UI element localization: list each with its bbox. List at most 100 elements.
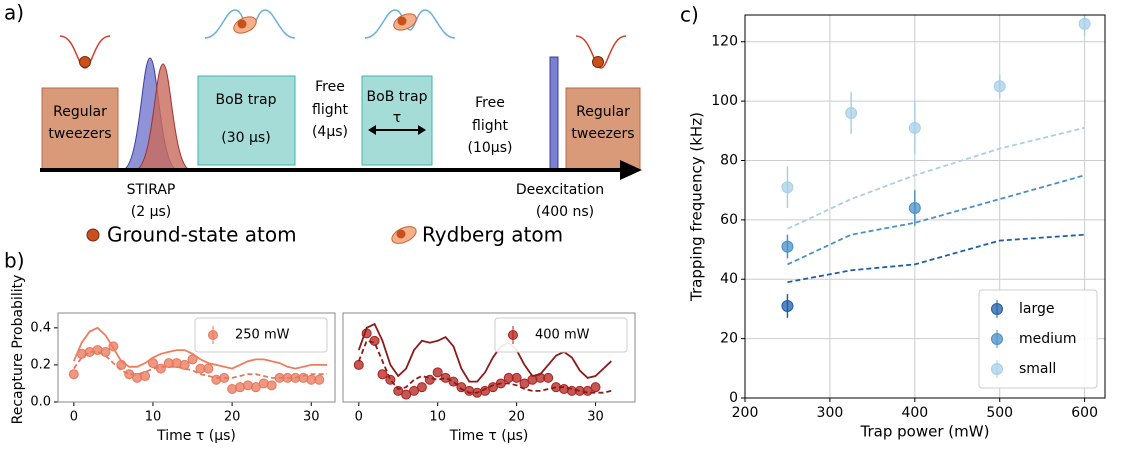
stage-text: (30 μs) (221, 130, 270, 146)
legend-label: 400 mW (535, 328, 590, 343)
bob-icon (364, 9, 456, 39)
point (155, 363, 166, 374)
stage-text: tweezers (48, 126, 111, 142)
frame (57, 312, 336, 403)
point (266, 380, 277, 391)
point (908, 121, 921, 134)
legend-label: medium (1019, 331, 1077, 347)
point (440, 372, 451, 383)
point (908, 201, 921, 214)
y-tick-label: 20 (720, 331, 738, 347)
pulse-text: STIRAP (127, 182, 176, 198)
point (416, 382, 427, 393)
y-tick-label: 40 (720, 271, 738, 287)
stage-text: Regular (53, 104, 107, 120)
stage-text: flight (312, 102, 348, 118)
frame (342, 312, 636, 403)
atom-icon (86, 228, 100, 242)
point (401, 389, 412, 400)
point (993, 80, 1006, 93)
x-axis-label: Time τ (μs) (156, 428, 236, 444)
point (511, 372, 522, 383)
y-tick-label: 120 (711, 34, 738, 50)
stage-text: Free (475, 95, 505, 111)
legend-box (978, 289, 1098, 389)
x-tick-label: 300 (817, 405, 844, 421)
stage-box (565, 87, 641, 171)
point (179, 359, 190, 370)
stage-text: τ (393, 110, 401, 126)
point (203, 363, 214, 374)
chart: 0 10 20 30 0.0 0.2 0.4 250 mW Time τ (μs) Recaptu… (10, 275, 336, 444)
point (377, 369, 388, 380)
line (73, 351, 328, 379)
line (357, 339, 612, 394)
point (781, 240, 794, 253)
legend-label: large (1019, 301, 1054, 317)
point (1078, 17, 1091, 30)
legend-marker (508, 330, 518, 340)
atom-icon (237, 19, 247, 29)
legend-label: 250 mW (235, 328, 290, 343)
y-tick-label: 60 (720, 212, 738, 228)
plot-area (353, 322, 612, 400)
stage-box (41, 87, 119, 171)
point (140, 371, 151, 382)
plot-area (781, 15, 1091, 318)
point (845, 106, 858, 119)
point (409, 385, 420, 396)
y-tick-label: 0 (729, 390, 738, 406)
x-tick-label: 0 (70, 410, 78, 425)
atom-icon (397, 16, 407, 26)
x-tick-label: 600 (1071, 405, 1098, 421)
point (487, 382, 498, 393)
atom-icon (396, 229, 406, 239)
pulse-text: (2 μs) (131, 204, 171, 220)
x-tick-label: 10 (429, 410, 446, 425)
line (787, 233, 1085, 284)
legend-label: small (1019, 361, 1056, 377)
point (369, 335, 380, 346)
x-tick-label: 400 (901, 405, 928, 421)
point (353, 359, 364, 370)
atom-icon (79, 56, 91, 68)
y-axis-label: Trapping frequency (kHz) (688, 112, 706, 302)
x-tick-label: 500 (986, 405, 1013, 421)
x-tick-label: 10 (145, 410, 162, 425)
legend-box (194, 317, 328, 353)
x-tick-label: 0 (355, 410, 363, 425)
chart: 200 300 400 500 600 0 20 40 60 80 100 120 large mediu… (688, 14, 1106, 441)
legend-text: Rydberg atom (422, 223, 563, 247)
legend-text: Ground-state atom (107, 223, 297, 247)
x-tick-label: 30 (303, 410, 320, 425)
x-tick-label: 20 (508, 410, 525, 425)
pulse (134, 63, 192, 171)
y-tick-label: 0.4 (30, 320, 51, 335)
pulse-text: (400 ns) (536, 204, 594, 220)
stage-text: Free (315, 79, 345, 95)
x-axis-label: Time τ (μs) (449, 428, 529, 444)
well-icon (575, 35, 627, 69)
panel-label: a) (4, 1, 24, 25)
legend-marker (991, 303, 1003, 315)
pulse-text: Deexcitation (516, 182, 604, 198)
point (781, 181, 794, 194)
chart: 0 10 20 30 400 mW Time τ (μs) (342, 312, 636, 444)
x-tick-label: 200 (732, 405, 759, 421)
stage-text: (4μs) (312, 124, 348, 140)
x-tick-label: 20 (224, 410, 241, 425)
y-tick-label: 80 (720, 152, 738, 168)
stage-box (361, 75, 433, 166)
point (314, 374, 325, 385)
y-axis-label: Recapture Probability (10, 275, 26, 425)
stage-text: (10μs) (468, 140, 513, 156)
point (543, 372, 554, 383)
atom-icon (592, 56, 604, 68)
stage-text: BoB trap (367, 89, 428, 105)
stage-text: flight (472, 118, 508, 134)
line (787, 174, 1085, 266)
y-tick-label: 100 (711, 93, 738, 109)
time-arrow-head (620, 160, 642, 180)
legend-box (494, 317, 628, 353)
